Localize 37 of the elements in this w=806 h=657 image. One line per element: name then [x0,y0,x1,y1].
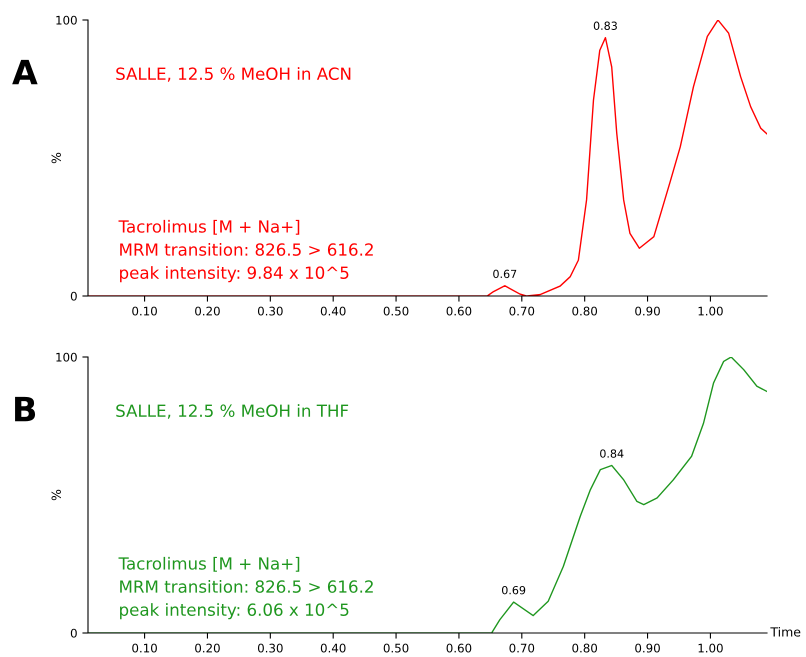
x-tick-label: 0.50 [384,306,408,316]
x-tick-label: 0.30 [258,306,283,316]
text: A [12,60,38,84]
text: B [15,396,36,422]
annotation: 0.69 [502,586,526,594]
x-tick-label: 0.10 [132,306,157,316]
x-axis-title: Time [770,626,800,637]
y-tick-label: 0 [70,628,77,638]
x-tick-label: 0.20 [195,306,220,316]
annotation: Tacrolimus [M + Na+] MRM transition: 826.5 > 616.2 peak intensity: 9.84 x 10^5 [118,220,373,282]
x-tick-label: 0.90 [635,306,660,316]
x-tick-label: 0.60 [446,306,472,316]
x-tick-label: 0.80 [572,306,598,316]
annotation: Tacrolimus [M + Na+] MRM transition: 826.5 > 616.2 peak intensity: 6.06 x 10^5 [118,556,373,620]
annotation: SALLE, 12.5 % MeOH in THF [116,404,348,419]
y-tick-label: 0 [70,292,77,301]
y-tick-label: 100 [56,352,77,362]
annotation: 0.84 [600,449,624,458]
x-tick-label: 0.90 [635,644,660,653]
x-tick-label: 0.20 [195,644,220,653]
x-tick-label: 0.30 [258,644,283,653]
x-tick-label: 0.80 [572,644,598,653]
x-tick-label: 0.50 [384,644,408,653]
y-axis-title: % [52,152,61,164]
annotation: SALLE, 12.5 % MeOH in ACN [116,67,350,82]
y-axis-title: % [52,490,61,500]
x-tick-label: 0.10 [132,644,157,653]
x-tick-label: 0.70 [509,644,534,653]
y-tick-label: 100 [56,16,77,25]
x-tick-label: 0.40 [320,644,346,653]
x-tick-label: 1.00 [698,306,723,316]
x-tick-label: 0.40 [320,306,346,316]
x-tick-label: 0.70 [509,306,534,316]
x-tick-label: 0.60 [446,644,472,653]
annotation: 0.67 [493,270,516,278]
x-tick-label: 1.00 [698,644,723,653]
annotation: 0.83 [594,22,617,30]
